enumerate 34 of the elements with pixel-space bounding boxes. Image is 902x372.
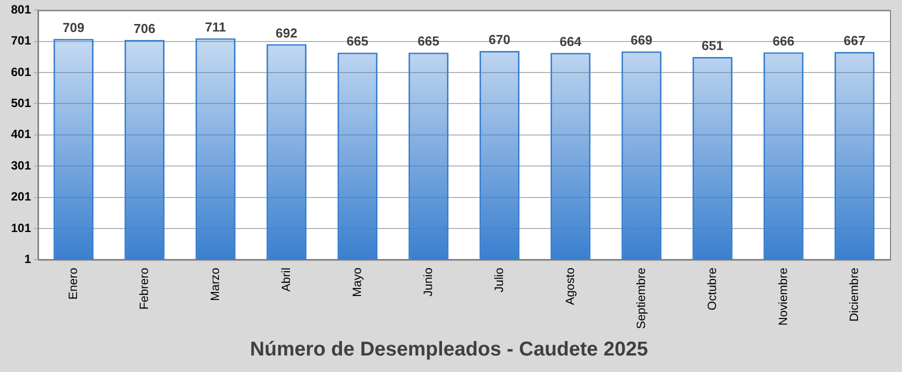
data-label: 651 [702,38,724,54]
x-tick-label: Diciembre [846,267,861,322]
data-label: 669 [630,32,652,48]
y-tick-label: 101 [10,220,32,235]
x-tick-label: Marzo [208,267,222,301]
data-label: 692 [276,25,298,40]
x-tick-label: Abril [278,268,293,292]
x-tick-label: Noviembre [776,267,790,326]
y-tick-label: 1 [24,252,32,266]
data-label: 709 [62,20,84,35]
y-tick-label: 501 [10,96,32,110]
y-tick-label: 201 [10,190,32,204]
x-tick-label: Enero [66,267,80,300]
data-label: 664 [560,34,582,49]
y-tick-label: 801 [10,2,32,17]
x-tick-label: Octubre [704,267,719,310]
data-label: 666 [772,33,794,48]
y-tick-label: 301 [10,158,32,172]
data-label: 665 [346,34,368,49]
y-tick-label: 601 [10,64,32,79]
x-tick-label: Julio [492,267,506,292]
x-tick-label: Junio [420,267,435,296]
x-tick-label: Agosto [562,267,577,305]
x-tick-label: Mayo [350,267,364,297]
y-tick-label: 401 [10,127,32,142]
x-tick-label: Septiembre [634,267,648,330]
data-label: 711 [205,19,226,34]
text: Número de Desempleados - Caudete 2025 [250,338,648,361]
data-label: 670 [488,32,510,48]
x-tick-label: Febrero [136,267,151,310]
y-tick-label: 701 [10,34,32,48]
data-label: 706 [134,20,156,36]
data-label: 665 [418,34,440,49]
data-label: 667 [844,33,866,48]
